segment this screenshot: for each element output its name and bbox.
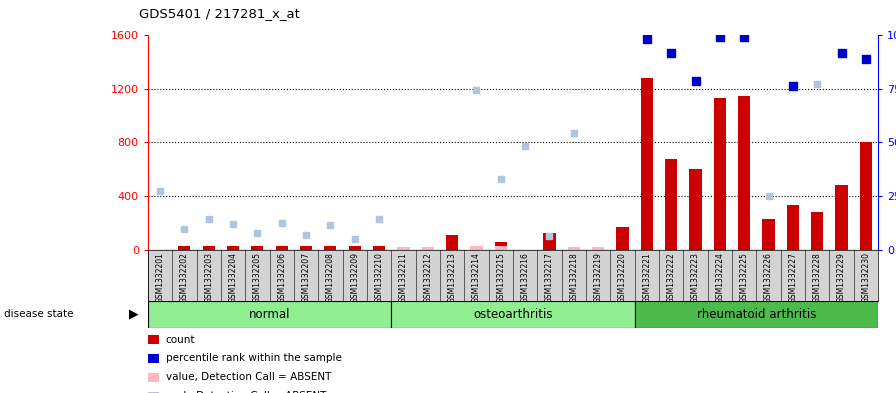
- Bar: [616, 227, 629, 250]
- Bar: [251, 246, 263, 250]
- Bar: [470, 246, 483, 250]
- Bar: [568, 247, 580, 250]
- Text: normal: normal: [249, 308, 290, 321]
- Text: GSM1332224: GSM1332224: [715, 252, 724, 303]
- Text: GSM1332216: GSM1332216: [521, 252, 530, 303]
- Text: GSM1332203: GSM1332203: [204, 252, 213, 303]
- Text: GSM1332206: GSM1332206: [277, 252, 286, 303]
- Bar: [202, 246, 215, 250]
- Text: GSM1332210: GSM1332210: [375, 252, 383, 303]
- Text: percentile rank within the sample: percentile rank within the sample: [166, 353, 341, 364]
- Text: GSM1332226: GSM1332226: [764, 252, 773, 303]
- Text: GSM1332209: GSM1332209: [350, 252, 359, 303]
- Bar: [592, 247, 604, 250]
- Text: GSM1332207: GSM1332207: [302, 252, 311, 303]
- Bar: [276, 246, 288, 250]
- Text: value, Detection Call = ABSENT: value, Detection Call = ABSENT: [166, 372, 332, 382]
- Bar: [762, 219, 775, 250]
- Text: GSM1332219: GSM1332219: [594, 252, 603, 303]
- Text: GSM1332227: GSM1332227: [788, 252, 797, 303]
- Text: osteoarthritis: osteoarthritis: [473, 308, 553, 321]
- Bar: [787, 206, 799, 250]
- Bar: [446, 235, 458, 250]
- Bar: [178, 246, 191, 250]
- Bar: [835, 185, 848, 250]
- Bar: [495, 246, 507, 250]
- Bar: [373, 246, 385, 250]
- Text: rheumatoid arthritis: rheumatoid arthritis: [697, 308, 816, 321]
- Text: count: count: [166, 334, 195, 345]
- Text: disease state: disease state: [4, 309, 74, 320]
- Text: rank, Detection Call = ABSENT: rank, Detection Call = ABSENT: [166, 391, 326, 393]
- Text: GSM1332201: GSM1332201: [156, 252, 165, 303]
- Text: GSM1332213: GSM1332213: [448, 252, 457, 303]
- Bar: [689, 169, 702, 250]
- Bar: [324, 246, 337, 250]
- Text: GSM1332221: GSM1332221: [642, 252, 651, 303]
- Bar: [148, 301, 392, 328]
- Text: GSM1332211: GSM1332211: [399, 252, 408, 303]
- Bar: [392, 301, 634, 328]
- Text: GSM1332218: GSM1332218: [569, 252, 578, 303]
- Bar: [665, 158, 677, 250]
- Text: GSM1332214: GSM1332214: [472, 252, 481, 303]
- Bar: [860, 142, 872, 250]
- Text: GSM1332215: GSM1332215: [496, 252, 505, 303]
- Bar: [714, 98, 726, 250]
- Bar: [422, 247, 434, 250]
- Text: GDS5401 / 217281_x_at: GDS5401 / 217281_x_at: [139, 7, 300, 20]
- Bar: [349, 246, 361, 250]
- Text: GSM1332225: GSM1332225: [740, 252, 749, 303]
- Text: GSM1332230: GSM1332230: [861, 252, 870, 303]
- Text: GSM1332228: GSM1332228: [813, 252, 822, 303]
- Bar: [227, 246, 239, 250]
- Bar: [397, 247, 409, 250]
- Bar: [738, 95, 750, 250]
- Bar: [641, 78, 653, 250]
- Bar: [811, 212, 823, 250]
- Bar: [543, 233, 556, 250]
- Text: GSM1332208: GSM1332208: [326, 252, 335, 303]
- Text: GSM1332205: GSM1332205: [253, 252, 262, 303]
- Bar: [634, 301, 878, 328]
- Text: GSM1332220: GSM1332220: [618, 252, 627, 303]
- Text: GSM1332222: GSM1332222: [667, 252, 676, 303]
- Bar: [495, 242, 507, 250]
- Text: GSM1332223: GSM1332223: [691, 252, 700, 303]
- Text: GSM1332204: GSM1332204: [228, 252, 237, 303]
- Text: GSM1332217: GSM1332217: [545, 252, 554, 303]
- Text: GSM1332229: GSM1332229: [837, 252, 846, 303]
- Text: GSM1332202: GSM1332202: [180, 252, 189, 303]
- Text: ▶: ▶: [129, 308, 139, 321]
- Bar: [300, 246, 312, 250]
- Text: GSM1332212: GSM1332212: [423, 252, 432, 303]
